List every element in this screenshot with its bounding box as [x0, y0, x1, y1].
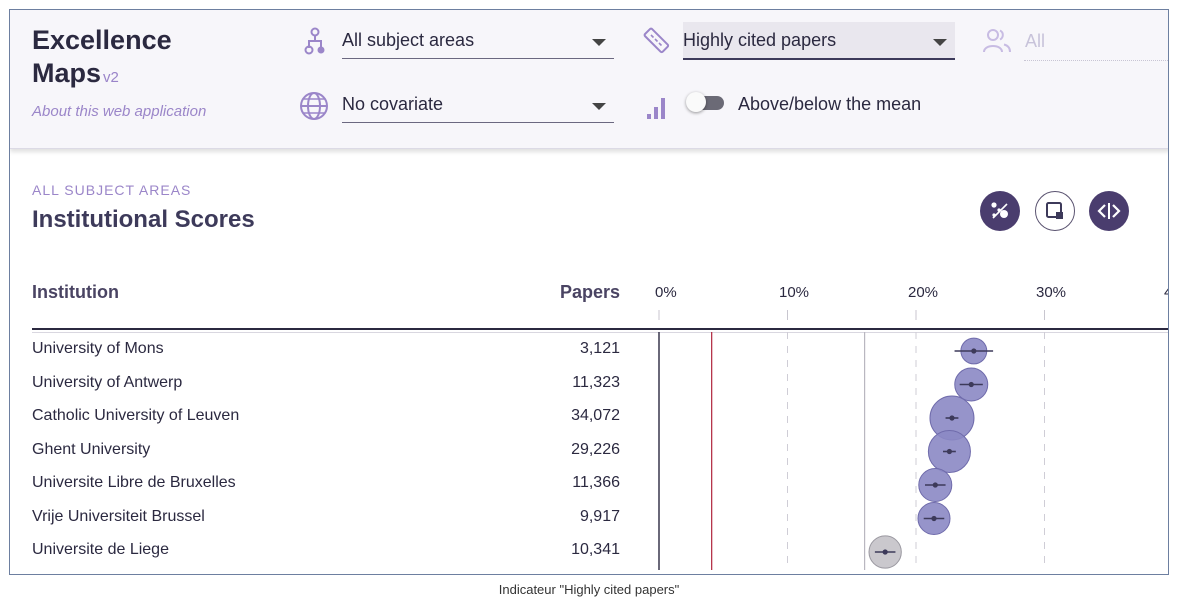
paper-count: 29,226: [571, 441, 620, 458]
table-row[interactable]: University of Antwerp 11,323: [10, 368, 1168, 401]
indicator-value: Highly cited papers: [683, 30, 837, 50]
header-divider-light: [32, 332, 1168, 333]
institution-name: University of Mons: [32, 340, 164, 357]
institution-name: Ghent University: [32, 441, 151, 458]
table-row[interactable]: Vrije Universiteit Brussel 9,917: [10, 502, 1168, 535]
table-row[interactable]: Catholic University of Leuven 34,072: [10, 401, 1168, 434]
tick-label-10: 10%: [779, 284, 810, 301]
table-row[interactable]: University of Mons 3,121: [10, 334, 1168, 367]
bar-chart-icon: [647, 98, 665, 119]
chevron-down-icon: [592, 39, 606, 46]
paper-count: 9,917: [579, 508, 620, 525]
scatter-icon: [991, 202, 1008, 219]
paper-count: 11,366: [572, 474, 620, 491]
paper-count: 3,121: [579, 340, 620, 357]
chevron-down-icon: [933, 39, 947, 46]
paper-count: 34,072: [571, 407, 620, 424]
window-view-button[interactable]: [1035, 191, 1075, 231]
paper-count: 10,341: [571, 541, 620, 558]
toggle-knob: [686, 92, 706, 112]
paper-count: 11,323: [572, 374, 620, 391]
tick-label-20: 20%: [908, 284, 939, 301]
top-toolbar: Excellence Maps v2 About this web applica…: [10, 10, 1168, 149]
hierarchy-icon: [304, 27, 325, 55]
chevron-down-icon: [592, 103, 606, 110]
indicator-select[interactable]: Highly cited papers: [683, 22, 955, 60]
subject-area-select[interactable]: All subject areas: [342, 27, 614, 59]
tick-label-40: 4: [1164, 284, 1168, 301]
table-row[interactable]: Ghent University 29,226: [10, 435, 1168, 468]
column-header-institution[interactable]: Institution: [32, 282, 119, 302]
tick-label-0: 0%: [655, 284, 677, 301]
app-title-line1: Excellence: [32, 25, 172, 55]
section-kicker: ALL SUBJECT AREAS: [32, 182, 192, 198]
app-title-line2: Maps: [32, 58, 102, 88]
above-below-mean-toggle[interactable]: [686, 92, 724, 112]
window-icon: [1046, 202, 1063, 219]
table-row[interactable]: Universite de Liege 10,341: [10, 535, 1168, 568]
scatter-view-button[interactable]: [980, 191, 1020, 231]
globe-icon: [300, 92, 328, 120]
app-title: Excellence Maps v2: [32, 24, 172, 94]
column-header-papers[interactable]: Papers: [559, 282, 620, 302]
institution-name: Universite de Liege: [32, 541, 169, 558]
section-title: Institutional Scores: [32, 206, 255, 233]
tick-label-30: 30%: [1036, 284, 1067, 301]
toggle-label: Above/below the mean: [738, 94, 922, 114]
version-badge: v2: [103, 69, 119, 86]
covariate-select[interactable]: No covariate: [342, 91, 614, 123]
about-link[interactable]: About this web application: [32, 103, 207, 120]
covariate-value: No covariate: [342, 94, 444, 114]
users-icon: [983, 29, 1011, 53]
ruler-icon: [643, 27, 670, 54]
subject-area-value: All subject areas: [342, 30, 475, 50]
institution-filter-value: All: [1025, 31, 1046, 51]
header-divider: [32, 328, 1168, 330]
app-window: Excellence Maps v2 About this web applica…: [9, 9, 1169, 575]
institution-name: Catholic University of Leuven: [32, 407, 240, 424]
code-icon: [1097, 203, 1121, 219]
institution-name: University of Antwerp: [32, 374, 183, 391]
institution-name: Vrije Universiteit Brussel: [32, 508, 205, 525]
figure-caption: Indicateur "Highly cited papers": [498, 582, 680, 597]
embed-code-button[interactable]: [1089, 191, 1129, 231]
table-row[interactable]: Universite Libre de Bruxelles 11,366: [10, 468, 1168, 501]
institution-name: Universite Libre de Bruxelles: [32, 474, 236, 491]
institution-filter[interactable]: All: [1024, 30, 1168, 61]
